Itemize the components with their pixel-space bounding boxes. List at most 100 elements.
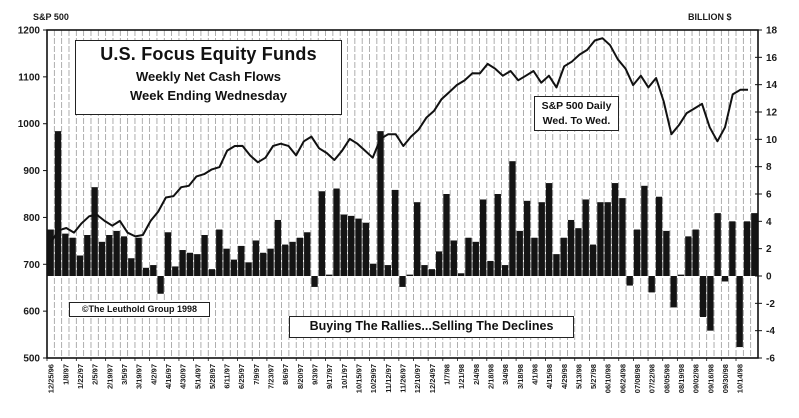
cash-flow-bar: [531, 237, 538, 276]
cash-flow-bar: [670, 276, 677, 308]
x-axis-date-label: 06/24/98: [618, 364, 627, 393]
cash-flow-bar: [245, 262, 252, 276]
cash-flow-bar: [340, 214, 348, 276]
cash-flow-bar: [699, 276, 707, 317]
cash-flow-bar: [296, 237, 304, 276]
cash-flow-bar: [84, 235, 91, 276]
left-axis-tick-label: 1000: [18, 119, 41, 130]
right-axis-tick-label: 18: [766, 26, 778, 37]
x-axis-date-label: 5/27/98: [589, 364, 598, 389]
cash-flow-bar: [545, 183, 553, 276]
right-axis-tick-label: 2: [766, 244, 772, 255]
cash-flow-bar: [370, 263, 377, 276]
x-axis-date-label: 4/2/97: [149, 364, 158, 385]
left-axis-title: S&P 500: [33, 12, 69, 22]
copyright-notice: ©The Leuthold Group 1998: [69, 302, 210, 317]
right-axis-tick-label: 14: [766, 80, 778, 91]
cash-flow-bar: [655, 196, 663, 276]
right-axis-tick-label: 0: [766, 272, 772, 283]
x-axis-date-label: 12/24/97: [428, 364, 437, 393]
cash-flow-bar: [216, 229, 223, 276]
cash-flow-bar: [714, 213, 721, 276]
x-axis-date-label: 3/18/98: [516, 364, 525, 389]
cash-flow-bar: [575, 228, 582, 276]
x-axis-date-label: 12/10/97: [413, 364, 422, 393]
cash-flow-bar: [223, 248, 230, 276]
cash-flow-bar: [164, 232, 172, 276]
x-axis-date-label: 9/17/97: [325, 364, 334, 389]
right-axis-tick-label: 12: [766, 108, 778, 119]
cash-flow-bar: [142, 267, 150, 276]
chart-title-box: U.S. Focus Equity Funds Weekly Net Cash …: [75, 40, 342, 115]
cash-flow-bar: [106, 235, 113, 276]
cash-flow-bar: [150, 265, 157, 276]
x-axis-date-label: 4/1/98: [530, 364, 539, 385]
x-axis-date-label: 2/5/97: [91, 364, 100, 385]
x-axis-date-label: 4/15/98: [545, 364, 554, 389]
x-axis-date-label: 4/16/97: [164, 364, 173, 389]
x-axis-date-label: 11/12/97: [384, 364, 393, 393]
cash-flow-bar: [523, 200, 531, 276]
cash-flow-bar: [553, 254, 560, 276]
cash-flow-bar: [252, 240, 260, 276]
cash-flow-bar: [435, 251, 443, 276]
x-axis-date-label: 1/22/97: [76, 364, 85, 389]
cash-flow-bar: [509, 161, 516, 276]
x-axis-date-label: 4/29/98: [560, 364, 569, 389]
x-axis-date-label: 09/30/98: [721, 364, 730, 393]
cash-flow-bar: [589, 244, 597, 276]
left-axis-tick-label: 600: [23, 307, 40, 318]
x-axis-date-label: 12/25/96: [47, 364, 56, 393]
left-axis-tick-label: 800: [23, 213, 40, 224]
x-axis-date-label: 1/7/98: [442, 364, 451, 385]
x-axis-date-label: 07/22/98: [648, 364, 657, 393]
line-legend-box: S&P 500 Daily Wed. To Wed.: [534, 96, 619, 131]
cash-flow-bar: [318, 191, 326, 276]
cash-flow-bar: [399, 276, 406, 287]
cash-flow-bar: [648, 276, 655, 293]
cash-flow-bar: [267, 248, 274, 276]
cash-flow-bar: [487, 260, 494, 276]
cash-flow-bar: [355, 218, 362, 276]
cash-flow-bar: [751, 213, 758, 276]
x-axis-date-label: 2/4/98: [472, 364, 481, 385]
x-axis-date-label: 6/25/97: [237, 364, 246, 389]
x-axis-date-label: 08/05/98: [662, 364, 671, 393]
cash-flow-bar: [91, 187, 98, 276]
x-axis-date-label: 06/10/98: [604, 364, 613, 393]
cash-flow-bar: [663, 230, 670, 276]
cash-flow-bar: [362, 222, 370, 276]
cash-flow-bar: [516, 230, 523, 276]
left-axis-tick-label: 1100: [18, 72, 40, 83]
x-axis-date-label: 2/18/98: [486, 364, 495, 389]
cash-flow-bar: [282, 244, 289, 276]
x-axis-date-label: 8/20/97: [296, 364, 305, 389]
x-axis-date-label: 9/3/97: [311, 364, 320, 385]
cash-flow-bar: [707, 276, 714, 331]
cash-flow-bar: [465, 237, 472, 276]
x-axis-date-label: 7/23/97: [267, 364, 276, 389]
cash-flow-bar: [54, 131, 62, 276]
cash-flow-bar: [98, 241, 106, 276]
x-axis-date-label: 10/29/97: [369, 364, 378, 393]
x-axis-date-label: 5/28/97: [208, 364, 217, 389]
cash-flow-bar: [326, 274, 333, 276]
cash-flow-bar: [538, 202, 545, 276]
x-axis-date-label: 11/26/97: [399, 364, 408, 393]
cash-flow-bar: [406, 274, 413, 276]
cash-flow-bar: [692, 229, 699, 276]
cash-flow-bar: [333, 188, 340, 276]
right-axis-tick-label: 4: [766, 217, 772, 228]
chart-caption: Buying The Rallies...Selling The Decline…: [289, 316, 574, 338]
cash-flow-bar: [611, 183, 619, 276]
sp500-line: [50, 37, 749, 243]
cash-flow-bar: [186, 252, 194, 276]
x-axis-date-label: 5/14/97: [193, 364, 202, 389]
cash-flow-bar: [604, 202, 611, 276]
left-axis-ticks: 1200 1100 1000 900 800 700 600 500: [18, 26, 47, 365]
chart-title: U.S. Focus Equity Funds: [100, 44, 317, 64]
cash-flow-bar: [457, 273, 465, 276]
x-axis-date-label: 09/02/98: [692, 364, 701, 393]
cash-flow-bar: [736, 276, 743, 348]
cash-flow-bar: [729, 221, 736, 276]
